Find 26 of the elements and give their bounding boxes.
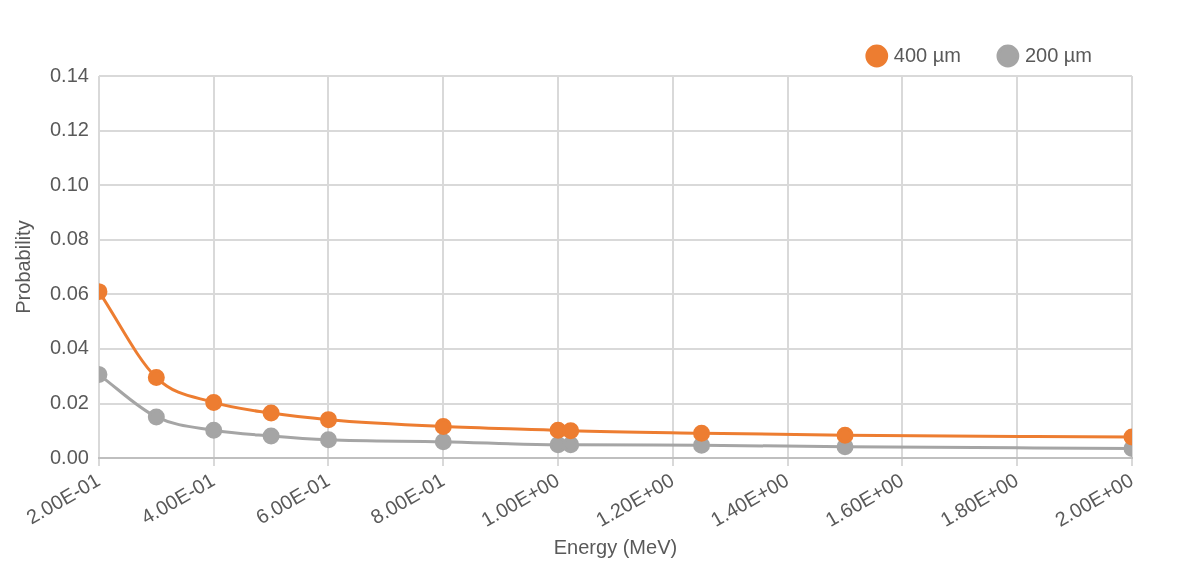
y-tick-label: 0.14: [49, 63, 89, 86]
point: [147, 369, 165, 387]
point: [434, 433, 452, 451]
point: [262, 427, 280, 445]
y-tick-label: 0.02: [49, 391, 89, 414]
legend-label: 400 µm: [893, 43, 961, 66]
point: [320, 431, 337, 449]
y-axis-title: Probability: [11, 220, 34, 314]
point: [205, 393, 223, 411]
point: [147, 408, 165, 426]
point: [836, 426, 854, 444]
point: [434, 417, 452, 435]
y-tick-label: 0.00: [49, 445, 89, 468]
point: [693, 424, 711, 442]
point: [320, 411, 337, 429]
y-tick-label: 0.12: [49, 118, 89, 141]
y-tick-label: 0.04: [49, 336, 89, 359]
point: [562, 436, 580, 454]
x-axis-title: Energy (MeV): [553, 535, 678, 558]
point: [205, 421, 223, 439]
y-tick-label: 0.10: [49, 172, 89, 195]
legend-label: 200 µm: [1024, 43, 1092, 66]
point: [562, 422, 580, 440]
y-tick-label: 0.08: [49, 227, 89, 250]
y-tick-label: 0.06: [49, 281, 89, 304]
point: [262, 404, 280, 422]
